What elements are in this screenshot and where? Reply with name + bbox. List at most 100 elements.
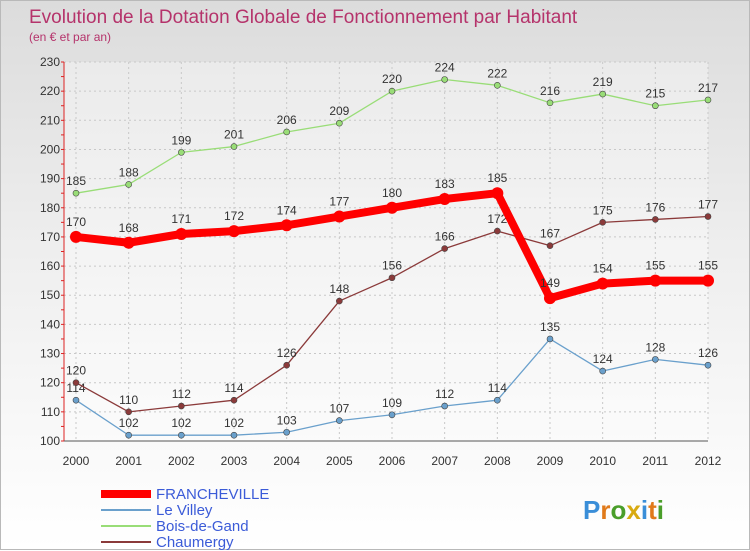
data-point-francheville — [649, 274, 662, 287]
data-point-le-villey — [125, 431, 132, 439]
data-point-le-villey — [704, 361, 712, 369]
data-point-bois-de-gand — [652, 102, 659, 110]
data-point-le-villey — [178, 431, 185, 439]
data-label-chaumergy: 148 — [329, 282, 349, 296]
data-point-francheville — [122, 236, 135, 249]
data-label-chaumergy: 177 — [698, 198, 718, 212]
data-label-chaumergy: 175 — [593, 203, 613, 217]
logo-letter: i — [641, 495, 648, 525]
data-point-francheville — [702, 274, 714, 287]
x-tick-label: 2001 — [115, 454, 142, 468]
x-tick-label: 2004 — [273, 454, 300, 468]
y-tick-label: 170 — [40, 230, 60, 244]
data-point-chaumergy — [230, 396, 238, 404]
x-tick-label: 2009 — [537, 454, 564, 468]
data-point-bois-de-gand — [704, 96, 712, 104]
data-label-chaumergy: 114 — [224, 381, 243, 395]
data-point-francheville — [596, 277, 609, 290]
x-tick-label: 2006 — [379, 454, 406, 468]
data-point-chaumergy — [72, 379, 80, 386]
data-point-bois-de-gand — [283, 128, 290, 136]
data-label-chaumergy: 110 — [119, 393, 138, 407]
data-label-bois-de-gand: 188 — [119, 165, 139, 179]
y-tick-label: 200 — [40, 142, 60, 156]
data-point-le-villey — [599, 367, 606, 375]
data-label-le-villey: 102 — [119, 416, 139, 430]
data-point-le-villey — [72, 396, 80, 404]
chart-title: Evolution de la Dotation Globale de Fonc… — [29, 7, 578, 28]
y-tick-label: 130 — [40, 347, 60, 361]
data-label-le-villey: 112 — [435, 387, 454, 401]
data-label-chaumergy: 167 — [540, 227, 560, 241]
data-label-chaumergy: 156 — [382, 259, 402, 273]
x-tick-label: 2010 — [589, 454, 616, 468]
data-point-francheville — [438, 193, 451, 206]
data-label-francheville: 185 — [487, 171, 507, 185]
proxiti-logo: Proxiti — [583, 495, 664, 525]
y-tick-label: 120 — [40, 376, 60, 390]
proxiti-logo-text: Proxiti — [583, 495, 664, 525]
data-point-le-villey — [441, 402, 448, 410]
legend-label-bois-de-gand: Bois-de-Gand — [156, 518, 249, 535]
data-label-bois-de-gand: 215 — [645, 87, 665, 101]
data-label-chaumergy: 126 — [277, 346, 297, 360]
data-label-le-villey: 114 — [488, 381, 507, 395]
x-tick-label: 2008 — [484, 454, 511, 468]
plot-area: 100 110 120 130 140 150 160 170 180 190 200 210 220 2… — [40, 55, 722, 468]
data-label-chaumergy: 166 — [435, 230, 455, 244]
data-label-le-villey: 109 — [382, 396, 402, 410]
data-point-le-villey — [652, 356, 659, 363]
data-label-chaumergy: 120 — [66, 364, 86, 378]
y-tick-label: 160 — [40, 259, 60, 273]
data-label-le-villey: 135 — [540, 320, 560, 334]
data-label-francheville: 170 — [66, 215, 86, 229]
data-label-bois-de-gand: 206 — [277, 113, 297, 127]
data-label-francheville: 183 — [435, 177, 455, 191]
data-point-chaumergy — [336, 297, 343, 305]
data-point-chaumergy — [652, 216, 659, 223]
data-point-bois-de-gand — [388, 87, 396, 95]
data-point-le-villey — [336, 417, 343, 424]
y-tick-label: 100 — [40, 434, 60, 448]
data-point-bois-de-gand — [441, 76, 448, 83]
data-label-le-villey: 128 — [645, 340, 665, 354]
data-point-francheville — [280, 219, 293, 232]
legend-label-le-villey: Le Villey — [156, 502, 213, 519]
data-label-bois-de-gand: 209 — [329, 104, 349, 118]
data-point-francheville — [386, 201, 398, 214]
data-label-francheville: 155 — [698, 259, 718, 273]
data-label-chaumergy: 112 — [172, 387, 191, 401]
data-label-bois-de-gand: 224 — [435, 60, 455, 74]
data-point-francheville — [175, 228, 188, 241]
y-tick-label: 210 — [40, 113, 60, 127]
x-tick-label: 2003 — [221, 454, 248, 468]
data-point-bois-de-gand — [546, 99, 554, 107]
data-point-francheville — [333, 210, 346, 223]
data-label-le-villey: 107 — [329, 402, 349, 416]
data-label-bois-de-gand: 222 — [487, 66, 507, 80]
legend-label-chaumergy: Chaumergy — [156, 534, 234, 551]
data-point-bois-de-gand — [336, 119, 343, 127]
logo-letter: i — [657, 495, 664, 525]
data-label-bois-de-gand: 217 — [698, 81, 718, 95]
x-tick-label: 2011 — [642, 454, 668, 468]
data-label-bois-de-gand: 199 — [171, 133, 191, 147]
y-tick-label: 150 — [40, 288, 60, 302]
data-point-chaumergy — [546, 242, 554, 249]
y-tick-label: 140 — [40, 317, 60, 331]
x-tick-label: 2007 — [431, 454, 458, 468]
y-tick-label: 110 — [41, 405, 60, 419]
data-point-francheville — [544, 292, 556, 305]
data-point-le-villey — [283, 428, 290, 436]
x-tick-label: 2002 — [168, 454, 195, 468]
data-point-chaumergy — [494, 227, 501, 235]
x-tick-label: 2012 — [695, 454, 722, 468]
data-label-francheville: 177 — [329, 195, 349, 209]
plot-background — [64, 62, 708, 441]
x-tick-label: 2005 — [326, 454, 353, 468]
data-label-chaumergy: 172 — [487, 212, 507, 226]
data-point-chaumergy — [125, 408, 132, 416]
chart-subtitle: (en € et par an) — [29, 30, 111, 44]
